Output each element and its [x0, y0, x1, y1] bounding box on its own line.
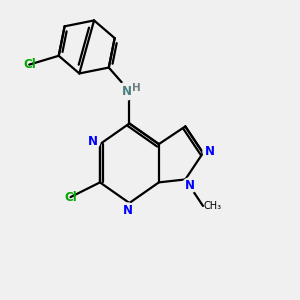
- Circle shape: [85, 134, 100, 149]
- Text: N: N: [123, 204, 133, 217]
- Circle shape: [121, 203, 135, 218]
- Text: Cl: Cl: [23, 58, 36, 71]
- Text: N: N: [185, 179, 195, 192]
- Text: N: N: [88, 135, 98, 148]
- Text: CH₃: CH₃: [203, 201, 221, 211]
- Circle shape: [203, 144, 218, 159]
- Text: Cl: Cl: [64, 190, 77, 204]
- Text: H: H: [132, 82, 141, 93]
- Text: N: N: [122, 85, 131, 98]
- Text: N: N: [206, 145, 215, 158]
- Circle shape: [118, 82, 135, 100]
- Circle shape: [182, 178, 197, 193]
